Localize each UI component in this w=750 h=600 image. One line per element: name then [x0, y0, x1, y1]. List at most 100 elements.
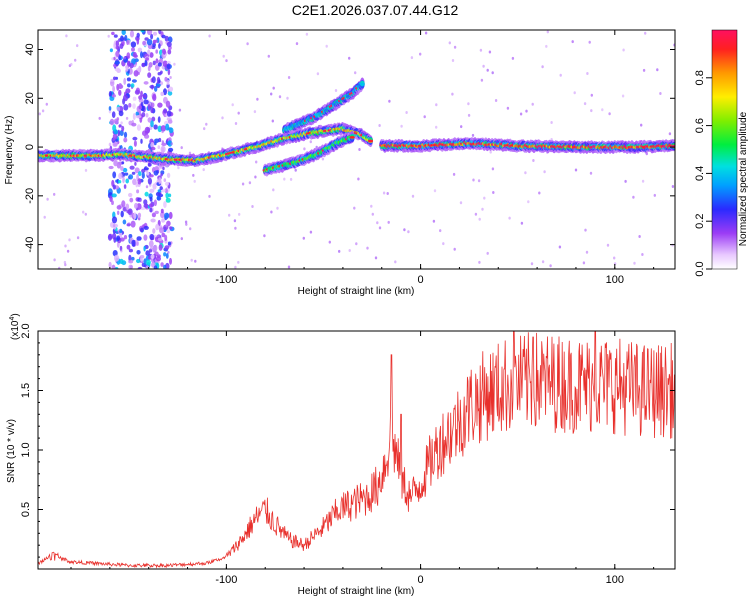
- noise-speckle: [161, 218, 166, 223]
- background-speckle: [46, 197, 49, 201]
- background-speckle: [538, 191, 541, 195]
- noise-speckle: [113, 159, 118, 167]
- noise-speckle: [140, 206, 146, 211]
- background-speckle: [64, 263, 67, 267]
- noise-speckle: [107, 233, 113, 241]
- noise-speckle: [169, 257, 172, 265]
- noise-speckle: [119, 231, 123, 239]
- background-speckle: [271, 119, 274, 123]
- background-speckle: [237, 260, 240, 264]
- background-speckle: [38, 112, 41, 116]
- background-speckle: [382, 191, 386, 195]
- background-speckle: [656, 68, 659, 72]
- noise-speckle: [136, 32, 140, 38]
- background-speckle: [194, 259, 197, 263]
- spectrogram-y-tick-label: -20: [24, 188, 36, 204]
- background-speckle: [471, 133, 475, 137]
- noise-speckle: [111, 200, 114, 205]
- noise-speckle: [137, 178, 142, 185]
- noise-speckle: [131, 47, 135, 52]
- background-speckle: [222, 54, 225, 58]
- noise-speckle: [158, 177, 162, 185]
- noise-speckle: [134, 161, 137, 166]
- noise-speckle: [131, 171, 136, 175]
- noise-speckle: [128, 259, 134, 264]
- noise-speckle: [167, 63, 171, 70]
- noise-speckle: [169, 226, 173, 230]
- background-speckle: [148, 175, 151, 179]
- noise-speckle: [125, 178, 129, 184]
- noise-speckle: [143, 225, 149, 230]
- noise-speckle: [130, 41, 137, 48]
- noise-speckle: [115, 40, 120, 47]
- noise-speckle: [143, 99, 149, 105]
- background-speckle: [394, 260, 397, 264]
- background-speckle: [63, 260, 67, 264]
- background-speckle: [644, 31, 647, 35]
- noise-speckle: [150, 102, 155, 108]
- noise-speckle: [149, 196, 153, 202]
- background-speckle: [478, 217, 481, 221]
- noise-speckle: [150, 120, 154, 128]
- background-speckle: [303, 147, 306, 151]
- noise-speckle: [168, 211, 173, 220]
- noise-speckle: [144, 191, 149, 197]
- background-speckle: [511, 56, 515, 60]
- background-speckle: [120, 121, 123, 125]
- background-speckle: [233, 219, 237, 223]
- background-speckle: [278, 95, 282, 99]
- noise-speckle: [158, 244, 163, 251]
- noise-speckle: [146, 39, 153, 46]
- background-speckle: [477, 179, 481, 183]
- background-speckle: [315, 145, 318, 149]
- snr-y-tick-label: 1.0: [20, 442, 32, 457]
- noise-speckle: [155, 58, 159, 64]
- noise-speckle: [128, 192, 133, 198]
- noise-speckle: [137, 212, 142, 219]
- snr-plot-area: [38, 331, 675, 569]
- background-speckle: [208, 194, 211, 198]
- noise-speckle: [111, 31, 115, 36]
- noise-speckle: [141, 168, 146, 173]
- background-speckle: [494, 99, 498, 102]
- noise-speckle: [112, 124, 117, 132]
- background-speckle: [328, 240, 331, 244]
- noise-speckle: [131, 122, 137, 127]
- background-speckle: [255, 160, 258, 164]
- background-speckle: [74, 58, 77, 62]
- noise-speckle: [141, 172, 145, 179]
- background-speckle: [287, 265, 291, 269]
- noise-speckle: [133, 70, 139, 77]
- background-speckle: [613, 256, 616, 260]
- noise-speckle: [154, 166, 159, 172]
- snr-x-tick-label: 0: [418, 574, 424, 586]
- noise-speckle: [123, 131, 128, 138]
- noise-speckle: [126, 83, 131, 88]
- noise-speckle: [159, 186, 163, 191]
- background-speckle: [589, 171, 593, 175]
- background-speckle: [583, 102, 587, 106]
- background-speckle: [177, 166, 180, 170]
- background-speckle: [606, 243, 610, 247]
- background-speckle: [467, 102, 470, 106]
- noise-speckle: [151, 116, 156, 122]
- background-speckle: [378, 226, 382, 230]
- noise-speckle: [116, 106, 121, 111]
- background-speckle: [638, 235, 641, 238]
- noise-speckle: [122, 167, 128, 173]
- noise-speckle: [137, 266, 143, 269]
- noise-speckle: [154, 39, 158, 43]
- noise-speckle: [112, 184, 116, 190]
- noise-speckle: [117, 180, 122, 184]
- background-speckle: [189, 227, 192, 231]
- noise-speckle: [167, 68, 171, 76]
- background-speckle: [167, 250, 170, 254]
- background-speckle: [659, 92, 662, 95]
- noise-speckle: [168, 86, 174, 92]
- background-speckle: [68, 238, 71, 242]
- background-speckle: [489, 150, 492, 154]
- noise-speckle: [152, 93, 157, 102]
- noise-speckle: [113, 76, 117, 81]
- noise-speckle: [119, 130, 124, 136]
- noise-speckle: [132, 96, 137, 101]
